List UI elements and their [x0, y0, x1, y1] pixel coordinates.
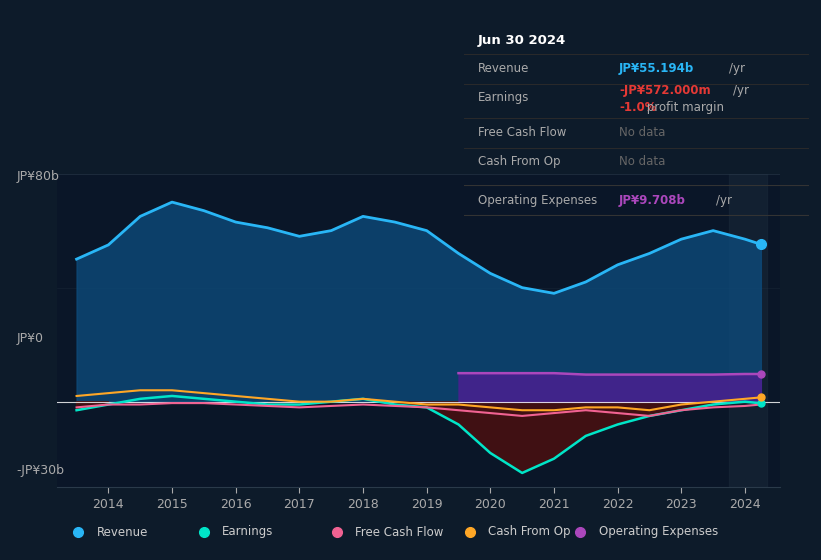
- Text: -JP¥572.000m: -JP¥572.000m: [619, 84, 711, 97]
- Text: Free Cash Flow: Free Cash Flow: [355, 525, 443, 539]
- Text: JP¥80b: JP¥80b: [16, 170, 59, 183]
- Text: /yr: /yr: [716, 194, 732, 207]
- Text: Earnings: Earnings: [478, 91, 529, 104]
- Text: -1.0%: -1.0%: [619, 101, 657, 114]
- Text: No data: No data: [619, 126, 665, 139]
- Text: Cash From Op: Cash From Op: [488, 525, 571, 539]
- Text: No data: No data: [619, 155, 665, 168]
- Text: profit margin: profit margin: [643, 101, 724, 114]
- Text: JP¥0: JP¥0: [16, 332, 44, 346]
- Text: Free Cash Flow: Free Cash Flow: [478, 126, 566, 139]
- Text: Revenue: Revenue: [97, 525, 148, 539]
- Text: Revenue: Revenue: [478, 62, 529, 76]
- Text: /yr: /yr: [733, 84, 749, 97]
- Text: JP¥9.708b: JP¥9.708b: [619, 194, 686, 207]
- Text: -JP¥30b: -JP¥30b: [16, 464, 64, 477]
- Text: Jun 30 2024: Jun 30 2024: [478, 34, 566, 46]
- Text: /yr: /yr: [729, 62, 745, 76]
- Text: Earnings: Earnings: [222, 525, 273, 539]
- Text: JP¥55.194b: JP¥55.194b: [619, 62, 695, 76]
- Text: Operating Expenses: Operating Expenses: [599, 525, 718, 539]
- Text: Operating Expenses: Operating Expenses: [478, 194, 597, 207]
- Text: Cash From Op: Cash From Op: [478, 155, 560, 168]
- Bar: [729, 174, 767, 487]
